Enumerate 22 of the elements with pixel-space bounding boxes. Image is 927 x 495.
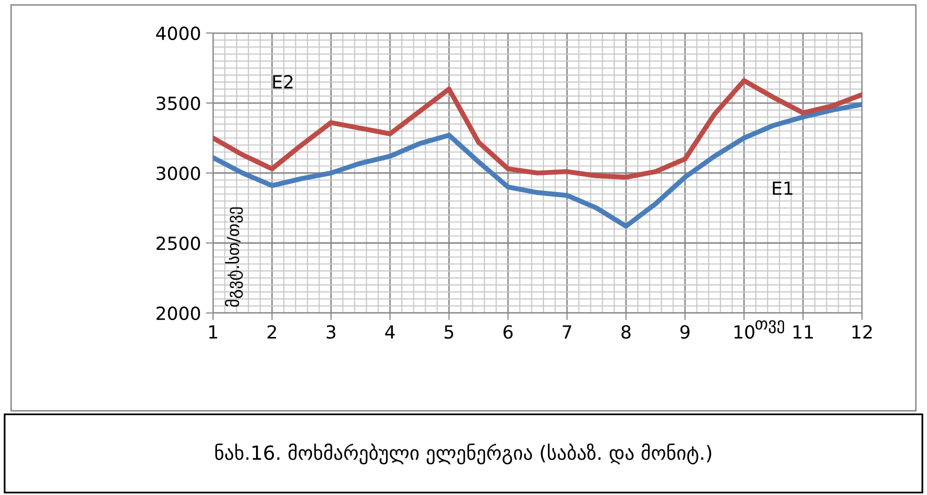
x-tick-label: 8 — [622, 325, 631, 339]
text: E2 — [273, 74, 293, 88]
x-tick-label: 10 — [734, 325, 754, 339]
y-tick-label: 4000 — [156, 26, 200, 40]
x-tick-label: 11 — [794, 325, 813, 339]
x-tick-label: 6 — [504, 325, 513, 339]
x-tick-label: 3 — [326, 325, 336, 339]
y-tick-label: 3000 — [156, 166, 200, 180]
x-tick-label: 12 — [852, 325, 872, 339]
x-tick-label: 1 — [209, 325, 218, 339]
x-axis-title: თვე — [756, 320, 784, 334]
text: E1 — [772, 182, 792, 195]
x-tick-label: 7 — [562, 325, 572, 339]
y-axis-title: მგვტ.სთ/თვე — [224, 207, 243, 307]
x-tick-label: 4 — [385, 325, 395, 339]
x-tick-label: 5 — [444, 325, 454, 339]
y-tick-label: 2500 — [156, 236, 200, 250]
y-tick-label: 3500 — [156, 96, 200, 110]
y-tick-label: 2000 — [156, 306, 200, 320]
text: ნახ.16. მოხმარებული ელენერგია (საბაზ. და მონიტ.) — [215, 443, 712, 464]
x-tick-label: 9 — [680, 325, 690, 339]
x-tick-label: 2 — [268, 325, 276, 339]
